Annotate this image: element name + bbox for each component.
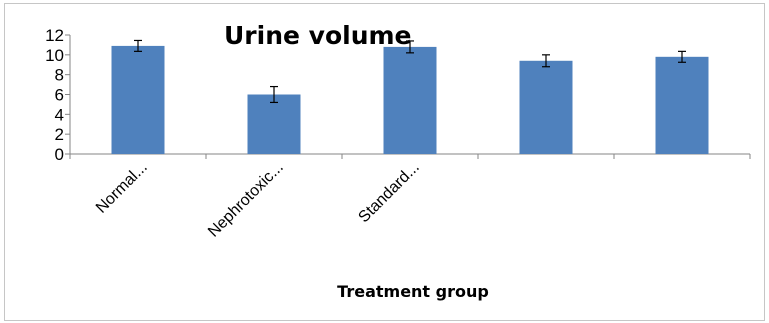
bar [111, 45, 165, 154]
category-label: Standard... [355, 159, 422, 226]
bar [383, 46, 437, 154]
x-axis-title: Treatment group [337, 282, 489, 301]
error-bar [270, 85, 278, 104]
error-bar [406, 40, 414, 54]
error-bar [678, 50, 686, 63]
y-tick-label: 0 [55, 145, 64, 164]
bar [519, 60, 573, 154]
category-label: Nephrotoxic... [205, 159, 287, 241]
category-label: Normal... [93, 159, 151, 217]
y-tick-label: 10 [45, 46, 64, 65]
y-tick-label: 12 [45, 26, 64, 45]
y-tick-label: 4 [55, 105, 64, 124]
chart-title: Urine volume [224, 21, 412, 50]
error-bar [134, 39, 142, 52]
y-tick-label: 6 [55, 86, 64, 105]
y-tick-label: 8 [55, 66, 64, 85]
error-bars [134, 39, 686, 104]
y-tick-label: 2 [55, 125, 64, 144]
bars [111, 45, 709, 154]
category-labels: Normal... Nephrotoxic... Standard... [93, 159, 423, 241]
bar [655, 56, 709, 154]
bar [247, 94, 301, 154]
error-bar [542, 54, 550, 68]
